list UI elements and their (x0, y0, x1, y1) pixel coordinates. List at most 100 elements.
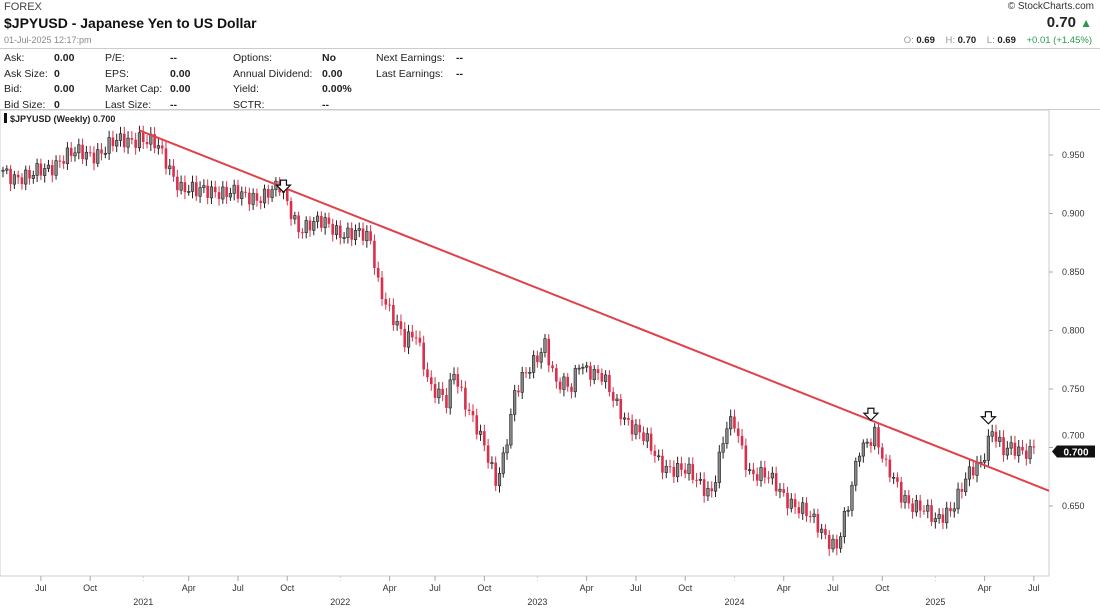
x-tick-label: Jul (630, 583, 642, 593)
candle-body (520, 372, 524, 393)
candle-body (141, 132, 145, 142)
x-tick-label: 2023 (527, 597, 547, 607)
candle-body (73, 152, 77, 157)
candle-body (615, 398, 619, 401)
candle-body (592, 369, 596, 381)
candle-body (600, 372, 604, 382)
info-label: Next Earnings: (376, 52, 445, 64)
candle-body (501, 452, 505, 474)
candle-body (873, 426, 877, 447)
x-tick-label: Jul (35, 583, 47, 593)
y-tick-label: 0.800 (1062, 326, 1085, 336)
candle-body (24, 169, 28, 185)
candle-body (334, 225, 339, 235)
candle-body (676, 463, 680, 478)
candle-body (392, 304, 395, 325)
candle-body (786, 492, 789, 509)
x-tick-label: 2021 (133, 597, 153, 607)
candle-body (752, 469, 755, 475)
candle-body (824, 529, 827, 535)
last-price-value: 0.70 (1046, 14, 1076, 31)
y-tick-label: 0.850 (1062, 267, 1085, 277)
price-marker (1052, 445, 1095, 458)
candle-body (793, 499, 797, 508)
candle-body (58, 160, 62, 162)
candle-body (414, 337, 418, 339)
candle-body (717, 451, 721, 483)
candle-body (16, 174, 20, 178)
candle-body (736, 428, 740, 436)
candle-body (28, 169, 31, 179)
candle-body (536, 355, 539, 363)
candle-body (642, 432, 645, 442)
x-tick-label: Apr (383, 583, 397, 593)
x-tick-label: Jul (429, 583, 441, 593)
info-label: Yield: (233, 83, 259, 95)
candle-body (922, 510, 926, 512)
candle-body (323, 217, 327, 229)
candle-body (297, 215, 300, 233)
candle-body (956, 488, 960, 510)
info-label: Bid: (4, 83, 23, 95)
candle-body (767, 477, 770, 479)
candle-body (1, 169, 5, 172)
candle-body (634, 424, 638, 435)
candle-body (54, 160, 58, 176)
candle-body (857, 455, 862, 462)
candle-body (698, 478, 702, 481)
candle-body (190, 181, 195, 192)
candle-body (209, 186, 214, 199)
candle-body (914, 500, 918, 513)
candle-body (232, 184, 236, 194)
x-tick-label: 2024 (724, 597, 744, 607)
candle-body (285, 189, 289, 202)
candle-body (513, 390, 517, 415)
x-tick-label: Jul (232, 583, 244, 593)
candle-body (888, 459, 892, 478)
candle-body (100, 149, 103, 154)
down-arrow-icon (275, 179, 292, 193)
last-price: 0.70 ▲ (1047, 14, 1092, 31)
info-label: SCTR: (233, 98, 265, 111)
candle-body (763, 467, 767, 478)
candle-body (531, 355, 536, 373)
x-tick-label: Jul (1028, 583, 1040, 593)
candle-body (566, 376, 570, 387)
low-label: L: (986, 35, 995, 46)
candle-body (558, 381, 562, 390)
candle-body (835, 539, 839, 549)
candle-body (706, 488, 710, 497)
candle-body (308, 220, 312, 231)
candle-body (39, 163, 43, 176)
candle-body (596, 369, 600, 373)
candle-body (759, 467, 763, 481)
candle-body (831, 538, 835, 550)
x-tick-label: Apr (978, 583, 992, 593)
candle-body (437, 388, 441, 399)
candle-body (353, 230, 358, 241)
candle-body (850, 484, 854, 511)
candle-body (422, 342, 425, 370)
candle-body (877, 427, 880, 448)
candle-body (342, 237, 346, 239)
candle-body (236, 185, 240, 199)
candle-body (118, 133, 123, 141)
candle-body (869, 442, 873, 446)
candle-body (528, 372, 532, 374)
candle-body (1028, 446, 1032, 460)
candle-body (380, 277, 384, 300)
candle-body (608, 374, 611, 393)
candle-body (672, 466, 676, 477)
candle-body (31, 175, 35, 179)
candle-body (350, 228, 353, 240)
info-label: Ask Size: (4, 67, 48, 80)
trendline (139, 129, 1050, 492)
stockcharts-logo[interactable]: © StockCharts.com (1007, 1, 1094, 12)
info-label: Options: (233, 52, 273, 64)
candle-body (547, 338, 551, 366)
candle-body (975, 462, 979, 476)
candle-body (486, 445, 490, 463)
candle-body (433, 384, 437, 398)
candle-body (130, 138, 134, 140)
